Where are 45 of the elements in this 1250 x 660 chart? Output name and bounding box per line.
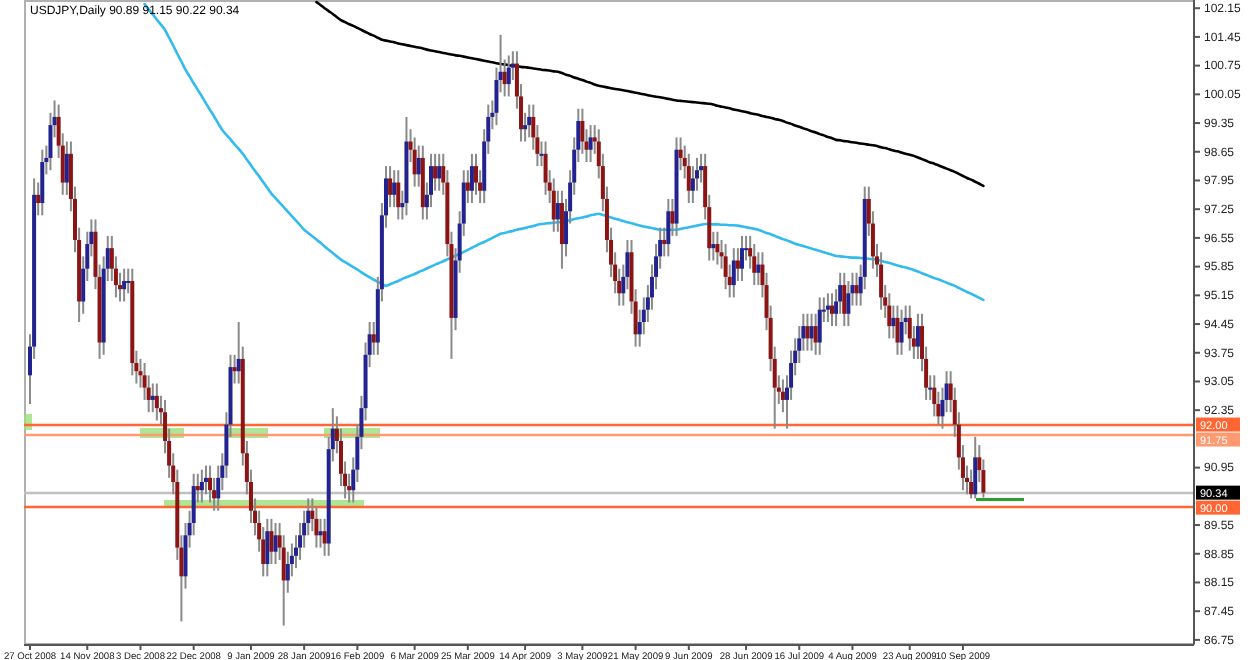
candlestick bbox=[203, 464, 208, 496]
candlestick bbox=[809, 312, 814, 352]
candlestick bbox=[932, 374, 937, 418]
candlestick bbox=[551, 177, 556, 233]
candlestick bbox=[474, 152, 479, 196]
candlestick bbox=[506, 54, 511, 98]
candlestick bbox=[842, 271, 847, 328]
candlestick bbox=[40, 148, 45, 217]
line-series bbox=[143, 2, 985, 302]
candlestick bbox=[817, 296, 822, 356]
candlestick bbox=[469, 152, 474, 205]
candlestick bbox=[805, 312, 810, 352]
candlestick bbox=[739, 234, 744, 282]
candlestick bbox=[543, 140, 548, 196]
candlestick bbox=[731, 247, 736, 299]
candlestick bbox=[588, 124, 593, 164]
candlestick bbox=[666, 197, 671, 258]
candlestick bbox=[580, 107, 585, 155]
candlestick bbox=[830, 292, 834, 328]
candlestick bbox=[723, 243, 728, 291]
candlestick bbox=[265, 517, 270, 578]
line-series bbox=[315, 0, 985, 188]
candlestick bbox=[825, 292, 830, 323]
candlestick bbox=[208, 464, 213, 504]
candlestick bbox=[879, 251, 884, 311]
candlestick bbox=[752, 243, 757, 287]
candlestick bbox=[854, 271, 859, 307]
candlestick bbox=[899, 308, 904, 356]
candlestick bbox=[437, 152, 442, 192]
candlestick bbox=[154, 382, 159, 422]
candlestick bbox=[907, 304, 912, 352]
candlestick bbox=[559, 189, 564, 270]
candlestick bbox=[895, 304, 900, 356]
candlestick bbox=[122, 267, 127, 303]
candlestick bbox=[846, 279, 851, 328]
candlestick bbox=[887, 292, 892, 340]
candlestick bbox=[273, 521, 278, 566]
candlestick bbox=[715, 230, 720, 266]
candlestick bbox=[314, 505, 319, 549]
candlestick bbox=[150, 382, 155, 414]
candlestick bbox=[199, 468, 204, 504]
candlestick bbox=[973, 435, 978, 500]
candlestick bbox=[396, 169, 401, 221]
candlestick bbox=[412, 136, 417, 188]
candlestick bbox=[686, 152, 691, 205]
